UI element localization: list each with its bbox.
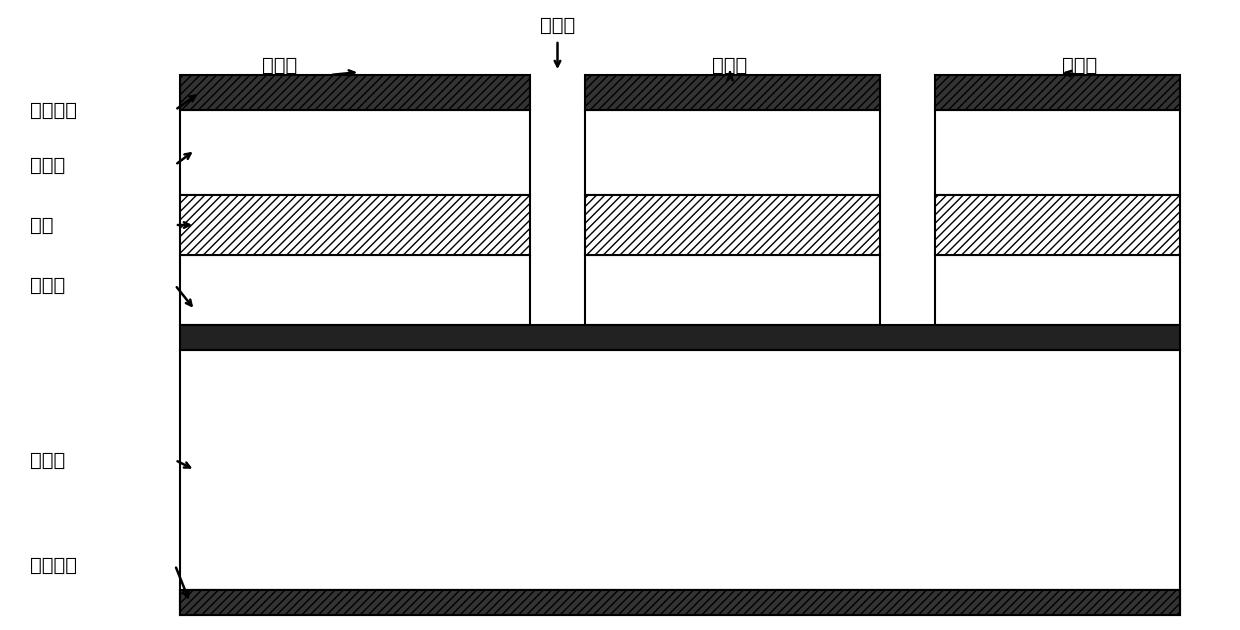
FancyBboxPatch shape <box>180 325 1180 350</box>
Text: 增益腔: 增益腔 <box>712 55 748 74</box>
Text: 芯层: 芯层 <box>30 215 53 234</box>
Bar <box>935 75 1180 110</box>
FancyBboxPatch shape <box>180 255 529 325</box>
Text: 上包层: 上包层 <box>30 156 66 175</box>
FancyBboxPatch shape <box>585 110 880 195</box>
FancyBboxPatch shape <box>935 110 1180 195</box>
FancyBboxPatch shape <box>180 350 1180 590</box>
Text: 衬底层: 衬底层 <box>30 450 66 469</box>
FancyBboxPatch shape <box>180 110 529 195</box>
Text: 正面电极: 正面电极 <box>30 101 77 120</box>
Text: 滤波器: 滤波器 <box>1063 55 1097 74</box>
Bar <box>180 590 1180 615</box>
Bar <box>180 75 529 110</box>
FancyBboxPatch shape <box>935 255 1180 325</box>
Text: 缓冲层: 缓冲层 <box>30 275 66 294</box>
FancyBboxPatch shape <box>585 195 880 255</box>
Text: 增益腔: 增益腔 <box>263 55 298 74</box>
Bar <box>585 75 880 110</box>
FancyBboxPatch shape <box>180 195 529 255</box>
FancyBboxPatch shape <box>180 590 1180 615</box>
Text: 背面电极: 背面电极 <box>30 556 77 575</box>
FancyBboxPatch shape <box>585 255 880 325</box>
Text: 空气槽: 空气槽 <box>539 16 575 35</box>
FancyBboxPatch shape <box>935 195 1180 255</box>
